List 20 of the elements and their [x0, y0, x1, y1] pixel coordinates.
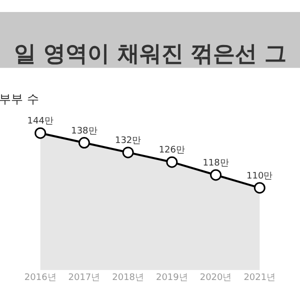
x-tick-label: 2017년 [68, 273, 100, 283]
data-label: 126만 [158, 146, 186, 156]
data-label: 110만 [246, 171, 273, 182]
point [166, 156, 178, 168]
point [210, 169, 222, 181]
x-tick-label: 2021년 [244, 273, 276, 283]
data-label: 132만 [114, 136, 142, 146]
chart-subtitle: 부부 수 [0, 92, 39, 106]
point [254, 182, 266, 194]
data-label: 144만 [27, 116, 54, 127]
x-tick-label: 2016년 [24, 273, 56, 283]
data-label: 138만 [71, 126, 98, 136]
chart-title: 일 영역이 채워진 꺾은선 그 [14, 42, 287, 67]
point [122, 146, 134, 158]
x-tick-label: 2019년 [156, 273, 188, 283]
point [78, 137, 90, 149]
x-tick-label: 2020년 [200, 273, 232, 283]
x-tick-label: 2018년 [112, 273, 144, 283]
data-label: 118만 [202, 158, 229, 168]
point [34, 127, 46, 139]
